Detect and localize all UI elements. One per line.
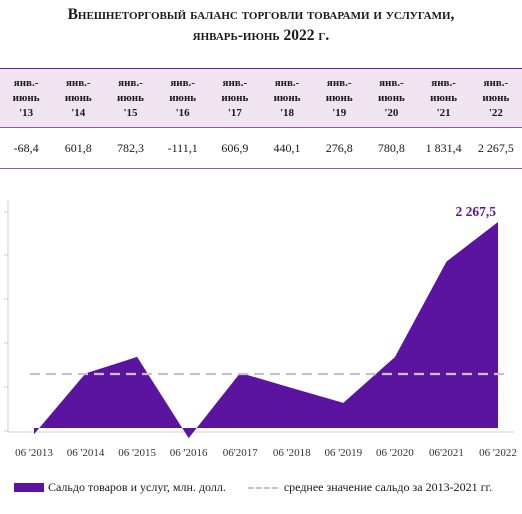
x-tick-label: 06 '2019 — [324, 447, 362, 459]
chart-title: Внешнеторговый баланс торговли товарами … — [0, 4, 522, 46]
table-cell-2020: 780,8 — [365, 127, 418, 169]
x-tick-label: 06 '2013 — [15, 447, 53, 459]
table-cell-2021: 1 831,4 — [417, 127, 470, 169]
x-tick-label: 06'2021 — [429, 447, 464, 459]
table-header-2015: янв.- июнь '15 — [104, 68, 157, 128]
table-header-2013: янв.- июнь '13 — [0, 68, 53, 128]
x-tick-label: 06 '2020 — [376, 447, 414, 459]
series-area-saldo — [34, 222, 498, 439]
x-tick-label: 06 '2015 — [118, 447, 156, 459]
table-cell-2016: -111,1 — [156, 127, 209, 169]
table-header-2020: янв.- июнь '20 — [365, 68, 418, 128]
x-tick-label: 06'2017 — [223, 447, 258, 459]
table-cell-2019: 276,8 — [313, 127, 366, 169]
legend-label-area: Сальдо товаров и услуг, млн. долл. — [48, 480, 226, 494]
x-tick-label: 06 '2016 — [170, 447, 208, 459]
legend-swatch-area — [14, 483, 44, 492]
table-row: -68,4 601,8 782,3 -111,1 606,9 440,1 276… — [0, 127, 522, 169]
table-header-2016: янв.- июнь '16 — [156, 68, 209, 128]
data-label-2022: 2 267,5 — [456, 204, 497, 219]
chart-title-line2: январь-июнь 2022 г. — [192, 27, 330, 44]
table-header-2019: янв.- июнь '19 — [313, 68, 366, 128]
table-cell-2022: 2 267,5 — [469, 127, 522, 169]
table-cell-2017: 606,9 — [208, 127, 261, 169]
table-cell-2018: 440,1 — [260, 127, 314, 169]
data-table: янв.- июнь '13 янв.- июнь '14 янв.- июнь '15 я… — [0, 68, 522, 169]
table-cell-2013: -68,4 — [0, 127, 53, 169]
x-tick-label: 06 '2014 — [67, 447, 105, 459]
table-header-row: янв.- июнь '13 янв.- июнь '14 янв.- июнь '15 я… — [0, 68, 522, 128]
x-tick-label: 06 '2018 — [273, 447, 311, 459]
legend-label-average: среднее значение сальдо за 2013-2021 гг. — [283, 480, 493, 494]
x-tick-label: 06 '2022 — [479, 447, 517, 459]
chart-legend: Сальдо товаров и услуг, млн. долл. средн… — [14, 480, 522, 495]
table-header-2014: янв.- июнь '14 — [52, 68, 105, 128]
table-header-2017: янв.- июнь '17 — [208, 68, 261, 128]
table-cell-2015: 782,3 — [104, 127, 157, 169]
table-cell-2014: 601,8 — [52, 127, 105, 169]
table-header-2018: янв.- июнь '18 — [260, 68, 314, 128]
legend-swatch-average — [247, 486, 278, 489]
chart-title-line1: Внешнеторговый баланс торговли товарами … — [67, 6, 455, 23]
table-header-2021: янв.- июнь '21 — [417, 68, 470, 128]
table-header-2022: янв.- июнь '22 — [469, 68, 522, 128]
